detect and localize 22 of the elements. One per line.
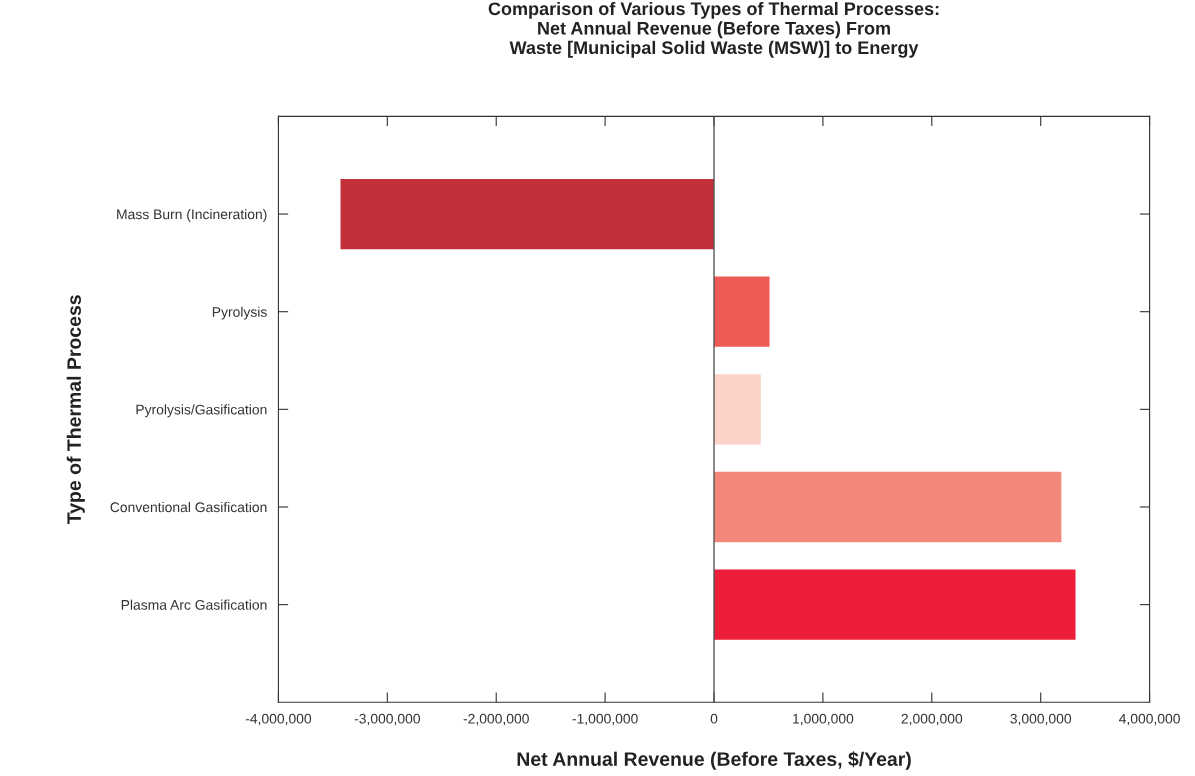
y-tick-label: Mass Burn (Incineration): [117, 209, 267, 222]
chart-title: Comparison of Various Types of Thermal Processes: Net Annual Revenue (Before Taxes) From Waste [Municipal Solid Waste (MSW)] to Energy: [488, 1, 939, 58]
x-tick-label: 2,000,000: [901, 713, 963, 726]
x-tick-label: 3,000,000: [1010, 713, 1072, 726]
y-tick-label: Pyrolysis/Gasification: [136, 404, 267, 418]
x-tick-label: -3,000,000: [354, 713, 420, 726]
x-tick-label: 4,000,000: [1119, 713, 1180, 726]
bar: [714, 374, 761, 445]
y-axis-title: Type of Thermal Process: [66, 295, 85, 525]
bar: [714, 276, 770, 347]
x-tick-label: -4,000,000: [245, 713, 312, 726]
x-tick-label: 0: [710, 713, 718, 724]
x-tick-label: 1,000,000: [793, 713, 854, 726]
bar: [714, 471, 1062, 543]
y-tick-label: Plasma Arc Gasification: [121, 599, 267, 610]
x-axis-title: Net Annual Revenue (Before Taxes, $/Year): [517, 751, 911, 770]
bar: [340, 178, 715, 250]
x-tick-label: -1,000,000: [572, 713, 638, 726]
y-tick-label: Pyrolysis: [212, 306, 267, 320]
y-tick-label: Conventional Gasification: [110, 501, 267, 513]
x-tick-label: -2,000,000: [463, 713, 529, 726]
bar: [714, 569, 1076, 640]
